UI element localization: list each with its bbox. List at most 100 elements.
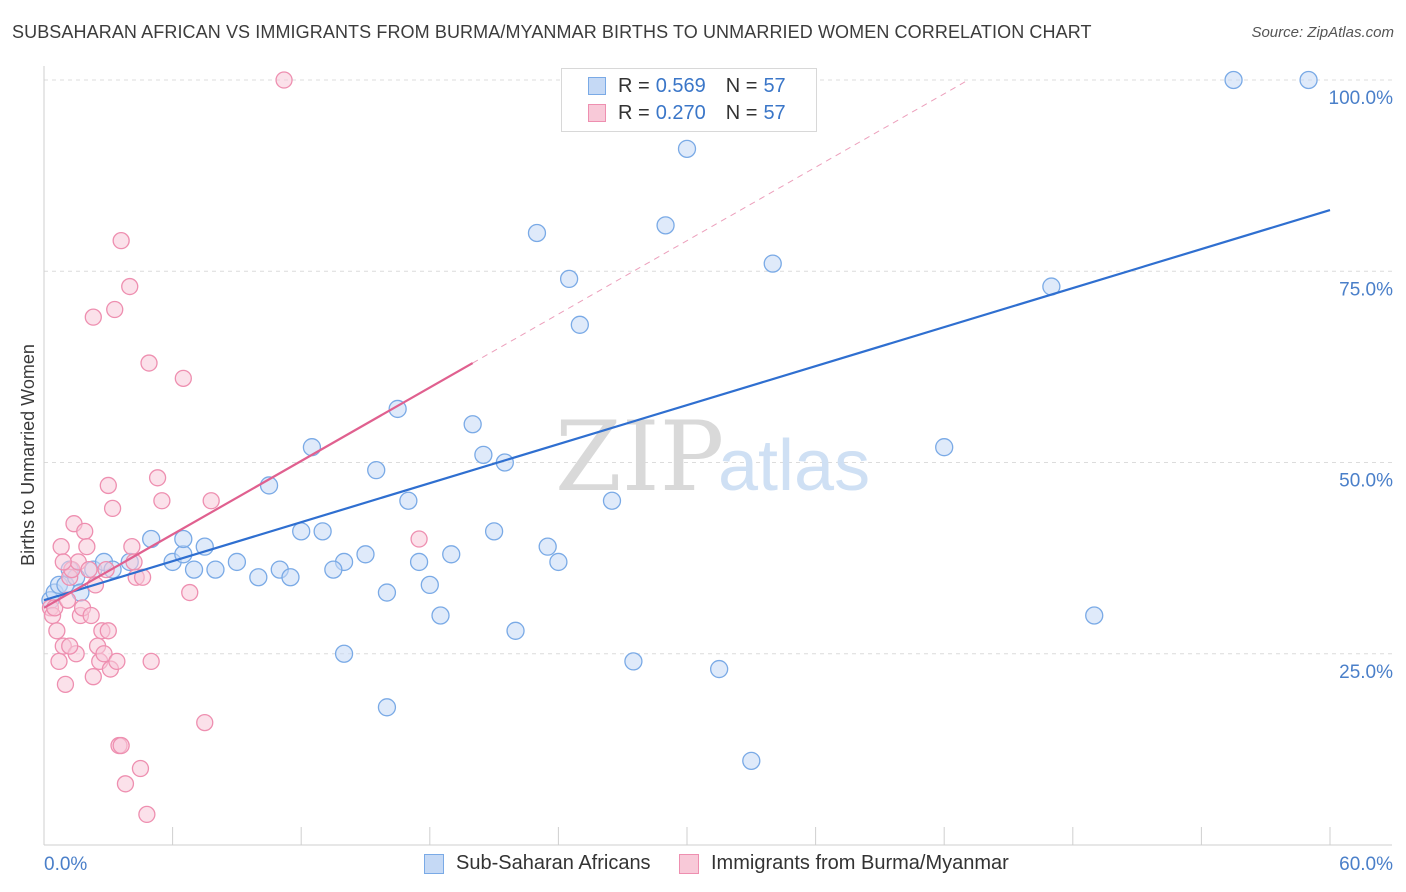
data-point-sub-saharan	[377, 698, 397, 717]
data-point-sub-saharan	[763, 254, 782, 273]
legend-n-label: N =	[725, 101, 758, 124]
data-point-sub-saharan	[463, 415, 482, 434]
legend-r-value: 0.270	[655, 101, 706, 124]
data-point-burma	[410, 530, 428, 548]
data-point-burma	[54, 553, 72, 571]
data-point-burma	[106, 300, 124, 319]
data-point-sub-saharan	[431, 606, 450, 625]
data-point-burma	[50, 652, 68, 671]
data-point-sub-saharan	[399, 491, 418, 510]
data-point-sub-saharan	[624, 652, 643, 671]
data-point-sub-saharan	[484, 522, 504, 541]
data-point-burma	[82, 606, 100, 625]
data-point-sub-saharan	[409, 552, 429, 572]
legend-swatch-blue	[424, 853, 444, 874]
legend-label-burma: Immigrants from Burma/Myanmar	[711, 852, 1009, 874]
data-point-burma	[112, 736, 130, 755]
legend-label-sub-saharan: Sub-Saharan Africans	[456, 852, 651, 874]
data-point-sub-saharan	[377, 583, 397, 602]
data-point-sub-saharan	[227, 552, 247, 572]
data-point-burma	[78, 538, 96, 556]
data-point-burma	[153, 492, 171, 510]
y-tick-label: 50.0%	[1339, 471, 1393, 492]
correlation-legend: R = 0.569 N = 57 R = 0.270 N = 57	[561, 68, 817, 132]
legend-item-burma[interactable]: Immigrants from Burma/Myanmar	[679, 852, 1009, 875]
data-point-sub-saharan	[142, 529, 161, 549]
data-point-sub-saharan	[313, 522, 332, 541]
legend-n-value: 57	[763, 74, 786, 97]
data-point-burma	[196, 713, 214, 732]
data-point-sub-saharan	[302, 438, 322, 457]
data-point-burma	[275, 71, 293, 89]
chart-title: SUBSAHARAN AFRICAN VS IMMIGRANTS FROM BU…	[12, 22, 1092, 42]
data-point-sub-saharan	[559, 269, 579, 289]
data-point-burma	[48, 622, 66, 640]
data-point-burma	[112, 231, 130, 250]
data-point-sub-saharan	[710, 659, 729, 679]
data-point-burma	[140, 354, 158, 372]
data-point-sub-saharan	[1085, 606, 1104, 625]
data-point-burma	[108, 652, 126, 671]
data-point-sub-saharan	[935, 438, 954, 457]
data-point-sub-saharan	[442, 545, 461, 564]
data-point-burma	[80, 560, 98, 579]
data-point-burma	[116, 775, 135, 793]
data-point-sub-saharan	[538, 537, 557, 556]
watermark-zip: ZIP	[555, 401, 724, 513]
data-point-burma	[76, 522, 94, 540]
series-sub-saharan-points	[41, 70, 1318, 770]
data-point-sub-saharan	[1299, 70, 1318, 90]
x-tick-label: 0.0%	[44, 854, 87, 875]
data-point-sub-saharan	[184, 560, 204, 579]
trendline-burma-extension	[472, 79, 969, 364]
series-burma-points	[41, 71, 428, 824]
data-point-burma	[84, 668, 102, 686]
data-point-sub-saharan	[324, 560, 343, 579]
data-point-sub-saharan	[1224, 70, 1243, 90]
data-point-sub-saharan	[281, 568, 300, 587]
trendline-burma	[43, 362, 474, 609]
y-axis-label: Births to Unmarried Women	[18, 344, 38, 566]
data-point-burma	[99, 476, 117, 495]
data-point-sub-saharan	[249, 568, 268, 587]
legend-r-label: R =	[618, 74, 650, 97]
legend-r-label: R =	[618, 101, 650, 124]
data-point-sub-saharan	[602, 491, 622, 510]
legend-n-value: 57	[763, 101, 786, 124]
data-point-burma	[148, 469, 167, 487]
data-point-sub-saharan	[742, 751, 761, 770]
data-point-burma	[52, 538, 70, 556]
data-point-burma	[99, 622, 117, 640]
source-label: Source: ZipAtlas.com	[1251, 24, 1394, 41]
data-point-sub-saharan	[206, 560, 225, 579]
data-point-burma	[121, 277, 139, 296]
legend-row-pink: R = 0.270 N = 57	[588, 101, 786, 125]
data-point-burma	[56, 675, 75, 693]
legend-swatch-blue	[588, 77, 606, 95]
legend-item-sub-saharan[interactable]: Sub-Saharan Africans	[424, 852, 651, 875]
data-point-sub-saharan	[356, 545, 375, 564]
data-point-burma	[181, 583, 199, 602]
x-tick-label: 60.0%	[1339, 854, 1393, 875]
data-point-sub-saharan	[527, 223, 547, 243]
data-point-burma	[131, 759, 150, 778]
y-tick-label: 75.0%	[1339, 279, 1393, 300]
data-point-sub-saharan	[677, 139, 697, 159]
legend-row-blue: R = 0.569 N = 57	[588, 74, 786, 98]
data-point-burma	[138, 805, 156, 824]
data-point-sub-saharan	[506, 621, 525, 640]
data-point-sub-saharan	[549, 552, 568, 572]
y-tick-label: 100.0%	[1329, 88, 1394, 109]
data-point-sub-saharan	[367, 460, 386, 480]
data-point-sub-saharan	[292, 522, 311, 541]
data-point-burma	[61, 637, 79, 655]
data-point-burma	[142, 652, 160, 671]
data-point-burma	[202, 492, 220, 510]
legend-swatch-pink	[679, 853, 699, 874]
data-point-sub-saharan	[420, 575, 439, 595]
data-point-burma	[174, 369, 192, 388]
legend-n-label: N =	[725, 74, 758, 97]
data-point-sub-saharan	[656, 216, 675, 235]
data-point-burma	[123, 538, 141, 556]
series-legend: Sub-Saharan Africans Immigrants from Bur…	[0, 852, 1406, 878]
